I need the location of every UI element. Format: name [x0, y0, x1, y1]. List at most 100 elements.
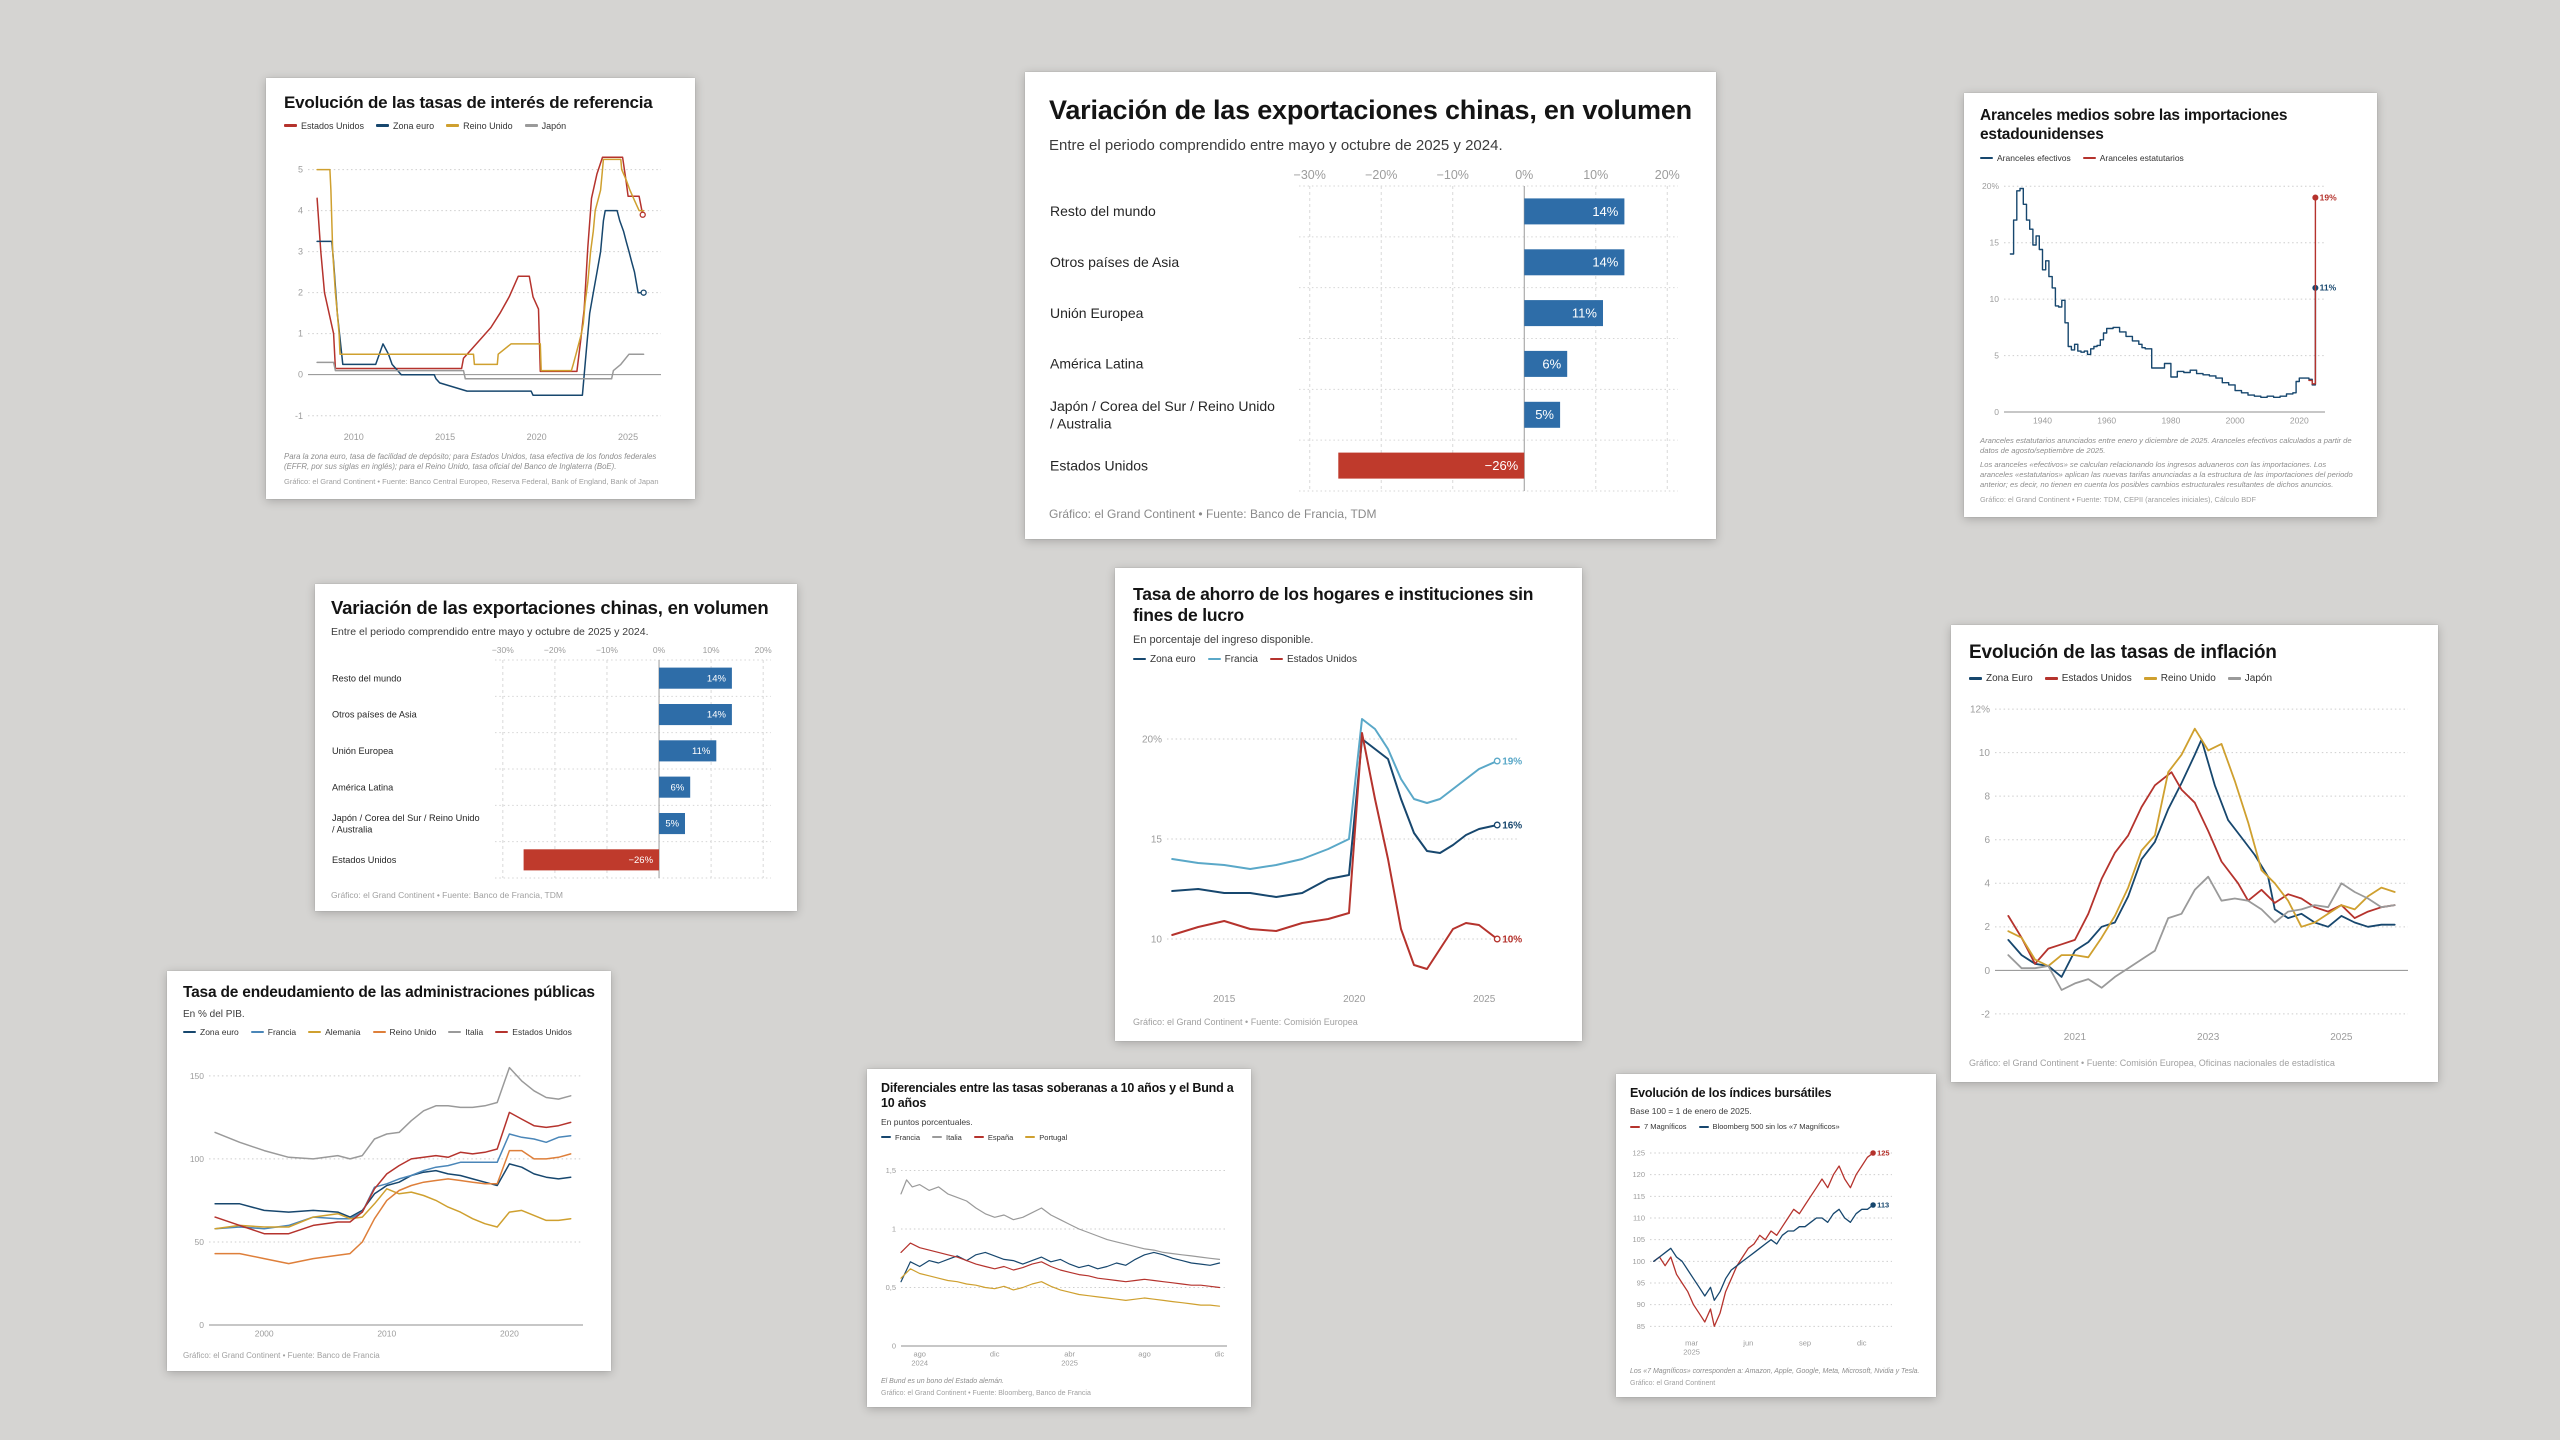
svg-text:0: 0 [298, 369, 303, 379]
chart-source: Gráfico: el Grand Continent • Fuente: Bl… [881, 1389, 1091, 1397]
chart-legend: Zona Euro Estados Unidos Reino Unido Japón [1969, 673, 2420, 684]
chart-legend: Aranceles efectivos Aranceles estatutario… [1980, 153, 2361, 163]
svg-text:2000: 2000 [255, 1328, 274, 1338]
legend-label: Japón [541, 120, 567, 131]
card-stock-indices: Evolución de los índices bursátiles Base… [1616, 1074, 1936, 1397]
svg-text:1940: 1940 [2033, 415, 2052, 425]
chart-subtitle: Entre el periodo comprendido entre mayo … [331, 625, 649, 638]
svg-text:20%: 20% [755, 645, 772, 655]
legend-item: 7 Magníficos [1630, 1122, 1687, 1131]
svg-text:-1: -1 [295, 410, 303, 420]
svg-text:2023: 2023 [2197, 1032, 2220, 1043]
svg-text:−10%: −10% [1437, 168, 1469, 182]
legend-item: Reino Unido [446, 121, 513, 131]
legend-label: Zona euro [200, 1026, 239, 1037]
chart-legend: Francia Italia España Portugal [881, 1133, 1237, 1142]
svg-text:1,5: 1,5 [886, 1166, 896, 1175]
svg-text:Unión Europea: Unión Europea [1050, 305, 1144, 321]
svg-text:11%: 11% [1572, 305, 1597, 320]
svg-text:10: 10 [1151, 934, 1163, 945]
chart-source: Gráfico: el Grand Continent • Fuente: Ba… [1049, 507, 1377, 522]
svg-text:2025: 2025 [2330, 1032, 2353, 1043]
svg-text:2: 2 [298, 287, 303, 297]
svg-text:2010: 2010 [377, 1328, 396, 1338]
legend-item: Francia [250, 1027, 296, 1037]
chart-source: Gráfico: el Grand Continent • Fuente: Ba… [183, 1350, 380, 1360]
svg-text:Otros países de Asia: Otros países de Asia [1050, 254, 1179, 270]
legend-label: Aranceles efectivos [1997, 152, 2071, 163]
legend-item: Estados Unidos [2044, 673, 2132, 684]
svg-text:85: 85 [1637, 1322, 1645, 1331]
svg-text:2020: 2020 [2290, 415, 2309, 425]
svg-text:5%: 5% [1535, 407, 1554, 422]
legend-swatch [446, 124, 460, 127]
svg-text:16%: 16% [1502, 820, 1522, 831]
legend-item: Reino Unido [2143, 673, 2216, 684]
legend-swatch [448, 1030, 462, 1034]
legend-swatch [250, 1030, 264, 1034]
svg-text:105: 105 [1632, 1235, 1645, 1244]
chart-source: Gráfico: el Grand Continent • Fuente: Co… [1969, 1058, 2335, 1069]
svg-text:110: 110 [1633, 1214, 1645, 1223]
svg-text:Estados Unidos: Estados Unidos [1050, 457, 1148, 473]
chart-note: El Bund es un bono del Estado alemán. [881, 1377, 1004, 1385]
svg-text:−20%: −20% [544, 645, 566, 655]
svg-text:150: 150 [190, 1071, 204, 1081]
legend-label: Francia [1224, 653, 1258, 665]
svg-text:Unión Europea: Unión Europea [332, 746, 394, 756]
legend-item: Portugal [1025, 1133, 1067, 1142]
svg-text:11%: 11% [692, 746, 711, 757]
svg-text:Resto del mundo: Resto del mundo [1050, 203, 1156, 219]
svg-text:100: 100 [1632, 1257, 1645, 1266]
chart-source: Gráfico: el Grand Continent • Fuente: Co… [1133, 1017, 1358, 1028]
chart-note: Los «7 Magníficos» corresponden a: Amazo… [1630, 1367, 1920, 1375]
svg-text:0%: 0% [653, 645, 666, 655]
svg-text:1980: 1980 [2161, 415, 2180, 425]
legend-label: España [987, 1132, 1014, 1142]
legend-item: Francia [881, 1133, 920, 1142]
svg-text:113: 113 [1877, 1201, 1889, 1210]
svg-text:14%: 14% [1592, 204, 1618, 219]
legend-item: Japón [524, 120, 567, 131]
legend-label: Italia [465, 1026, 484, 1037]
legend-swatch [881, 1136, 891, 1138]
svg-text:10%: 10% [703, 645, 720, 655]
svg-text:15: 15 [1151, 834, 1163, 845]
legend-swatch [376, 124, 390, 127]
legend-label: Aranceles estatutarios [2099, 152, 2184, 163]
legend-item: Estados Unidos [1269, 654, 1357, 665]
legend-swatch [308, 1030, 322, 1034]
svg-text:95: 95 [1637, 1279, 1645, 1288]
chart-canvas: −30% −20% −10% 0% 10% 20% 14% Resto del mundo 14… [1049, 160, 1692, 499]
chart-canvas: 0 0,5 1 1,5 ago 2024 dic abr 2025 ago dic [881, 1145, 1237, 1372]
svg-text:20%: 20% [1655, 168, 1680, 182]
legend-swatch [2082, 156, 2096, 160]
legend-swatch [1269, 657, 1283, 661]
legend-item: Aranceles efectivos [1980, 153, 2071, 163]
chart-subtitle: Entre el periodo comprendido entre mayo … [1049, 136, 1503, 154]
card-us-tariffs: Aranceles medios sobre las importaciones… [1964, 93, 2377, 517]
legend-swatch [1025, 1136, 1036, 1138]
svg-text:19%: 19% [2320, 192, 2337, 202]
chart-canvas: −30% −20% −10% 0% 10% 20% 14% Resto del mundo 14… [331, 642, 781, 884]
chart-title: Evolución de los índices bursátiles [1630, 1086, 1832, 1100]
chart-title: Diferenciales entre las tasas soberanas … [881, 1081, 1234, 1111]
svg-text:15: 15 [1990, 237, 2000, 247]
legend-label: Portugal [1039, 1132, 1068, 1142]
svg-text:2025: 2025 [1473, 994, 1496, 1005]
svg-text:3: 3 [298, 246, 303, 256]
legend-item: Reino Unido [372, 1027, 436, 1037]
card-savings-rate: Tasa de ahorro de los hogares e instituc… [1115, 568, 1582, 1041]
legend-item: Estados Unidos [495, 1027, 572, 1037]
svg-text:6%: 6% [1542, 356, 1561, 371]
legend-label: Zona Euro [1986, 673, 2033, 685]
chart-source: Gráfico: el Grand Continent • Fuente: TD… [1980, 495, 2257, 505]
legend-label: Zona euro [393, 120, 435, 131]
svg-text:115: 115 [1633, 1192, 1645, 1201]
svg-text:4: 4 [298, 205, 303, 215]
legend-swatch [524, 124, 538, 127]
legend-label: Estados Unidos [301, 120, 365, 131]
svg-text:10%: 10% [1583, 168, 1608, 182]
legend-label: Reino Unido [463, 120, 513, 131]
card-china-exports-small: Variación de las exportaciones chinas, e… [315, 584, 797, 911]
